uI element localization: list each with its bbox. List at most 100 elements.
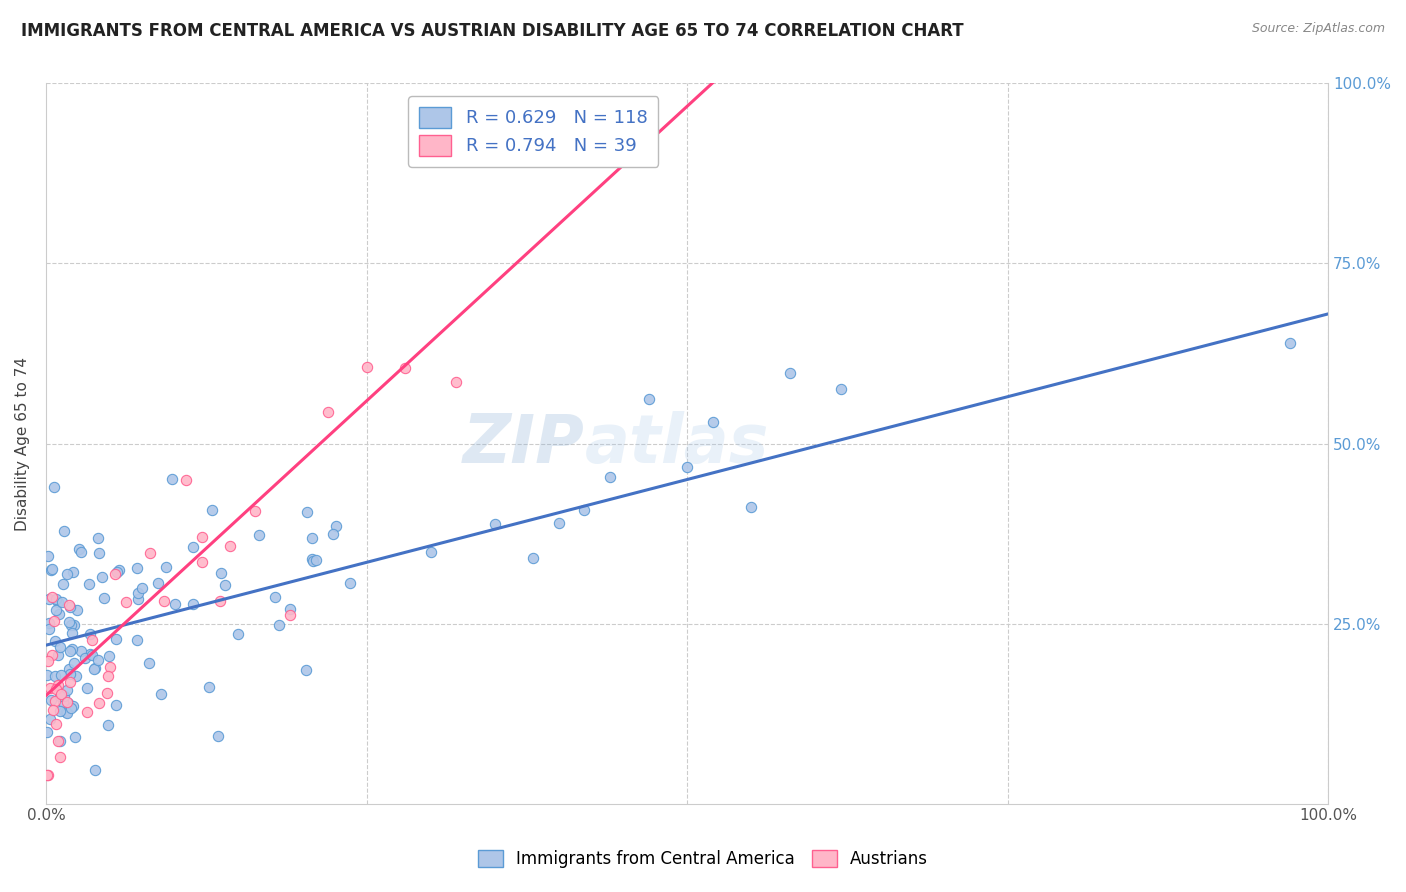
Point: [419, 544, 441, 558]
Point: [446, 375, 468, 389]
Point: [676, 459, 699, 474]
Point: [574, 503, 596, 517]
Point: [316, 405, 339, 419]
Point: [174, 473, 197, 487]
Point: [37, 655, 59, 669]
Point: [218, 539, 240, 553]
Point: [115, 595, 138, 609]
Point: [91, 570, 114, 584]
Point: [104, 698, 127, 713]
Point: [280, 608, 302, 623]
Point: [96, 686, 118, 700]
Point: [79, 647, 101, 661]
Text: IMMIGRANTS FROM CENTRAL AMERICA VS AUSTRIAN DISABILITY AGE 65 TO 74 CORRELATION : IMMIGRANTS FROM CENTRAL AMERICA VS AUSTR…: [21, 22, 963, 40]
Point: [52, 524, 75, 538]
Point: [79, 626, 101, 640]
Point: [65, 669, 87, 683]
Point: [138, 657, 160, 671]
Point: [48, 690, 70, 704]
Point: [89, 546, 111, 560]
Point: [41, 563, 63, 577]
Point: [1278, 335, 1301, 350]
Point: [322, 527, 344, 541]
Point: [280, 602, 302, 616]
Point: [58, 662, 80, 676]
Point: [84, 764, 107, 778]
Y-axis label: Disability Age 65 to 74: Disability Age 65 to 74: [15, 357, 30, 531]
Point: [214, 578, 236, 592]
Point: [267, 617, 290, 632]
Point: [394, 361, 416, 376]
Text: atlas: atlas: [585, 410, 769, 476]
Point: [49, 687, 72, 701]
Point: [44, 694, 66, 708]
Point: [56, 696, 79, 710]
Point: [183, 540, 205, 554]
Point: [87, 531, 110, 545]
Point: [105, 565, 128, 579]
Point: [155, 560, 177, 574]
Legend: R = 0.629   N = 118, R = 0.794   N = 39: R = 0.629 N = 118, R = 0.794 N = 39: [408, 96, 658, 167]
Point: [181, 597, 204, 611]
Point: [45, 717, 67, 731]
Point: [87, 653, 110, 667]
Point: [42, 703, 65, 717]
Point: [107, 563, 129, 577]
Point: [201, 502, 224, 516]
Point: [522, 550, 544, 565]
Point: [150, 687, 173, 701]
Point: [62, 699, 84, 714]
Point: [55, 705, 77, 719]
Point: [63, 731, 86, 745]
Point: [702, 415, 724, 429]
Point: [97, 669, 120, 683]
Point: [191, 529, 214, 543]
Point: [599, 470, 621, 484]
Point: [41, 590, 63, 604]
Point: [97, 648, 120, 663]
Point: [127, 633, 149, 648]
Point: [67, 541, 90, 556]
Legend: Immigrants from Central America, Austrians: Immigrants from Central America, Austria…: [471, 843, 935, 875]
Point: [484, 517, 506, 532]
Point: [87, 696, 110, 710]
Point: [207, 729, 229, 743]
Point: [779, 366, 801, 380]
Point: [45, 682, 67, 697]
Point: [131, 582, 153, 596]
Point: [62, 565, 84, 579]
Point: [80, 648, 103, 662]
Point: [41, 648, 63, 662]
Point: [73, 651, 96, 665]
Point: [76, 681, 98, 696]
Point: [226, 627, 249, 641]
Point: [76, 705, 98, 719]
Point: [127, 592, 149, 607]
Point: [37, 768, 59, 782]
Point: [56, 683, 79, 698]
Point: [44, 633, 66, 648]
Point: [637, 392, 659, 407]
Point: [97, 718, 120, 732]
Point: [48, 607, 70, 621]
Point: [59, 599, 82, 614]
Point: [830, 382, 852, 396]
Point: [53, 704, 76, 718]
Point: [190, 555, 212, 569]
Point: [49, 668, 72, 682]
Point: [301, 554, 323, 568]
Point: [49, 734, 72, 748]
Point: [49, 704, 72, 718]
Point: [37, 768, 59, 782]
Point: [55, 695, 77, 709]
Point: [356, 359, 378, 374]
Point: [146, 576, 169, 591]
Point: [59, 667, 82, 681]
Point: [38, 591, 60, 606]
Point: [38, 681, 60, 695]
Point: [69, 544, 91, 558]
Point: [245, 503, 267, 517]
Point: [138, 546, 160, 560]
Point: [55, 706, 77, 720]
Point: [63, 618, 86, 632]
